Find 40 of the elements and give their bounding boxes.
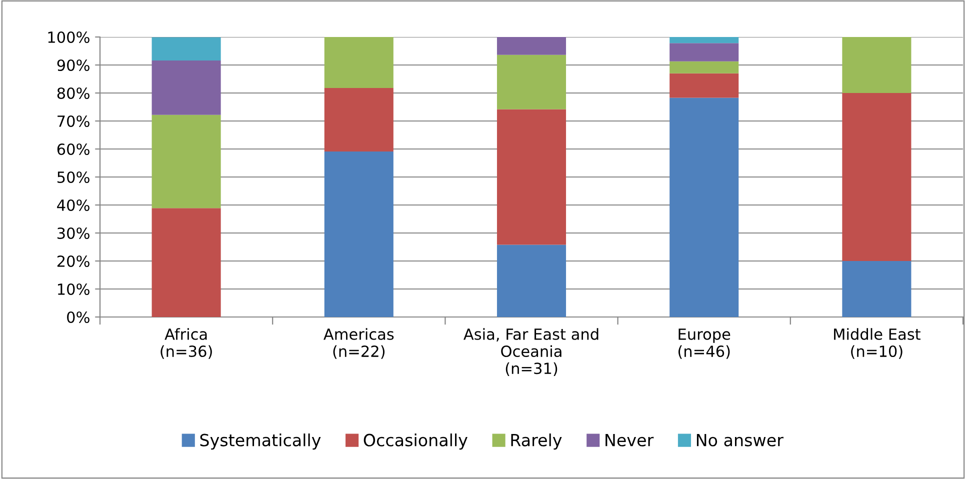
x-tick-label: Africa (n=36)	[160, 328, 212, 359]
bar	[670, 37, 739, 44]
bar	[324, 88, 394, 152]
bar	[152, 60, 221, 115]
bar	[670, 98, 739, 317]
y-tick-label: 70%	[58, 115, 90, 128]
y-tick-label: 30%	[57, 227, 90, 240]
x-tick-label: Americas (n=22)	[324, 328, 394, 359]
bar	[496, 244, 566, 317]
y-tick-label: 80%	[57, 87, 90, 100]
y-tick-label: 50%	[58, 171, 90, 184]
bar	[152, 37, 221, 61]
bar	[842, 261, 912, 317]
y-tick-label: 100%	[48, 31, 90, 44]
bar	[670, 61, 739, 74]
bar	[496, 109, 566, 245]
x-tick-label: Middle East (n=10)	[834, 328, 920, 359]
y-tick-label: 60%	[57, 143, 90, 156]
legend-label: Systematically	[200, 434, 321, 450]
bar	[152, 114, 221, 208]
bar	[670, 43, 739, 62]
bar	[842, 37, 912, 93]
bar	[324, 152, 394, 317]
bar	[670, 73, 739, 98]
x-tick-label: Asia, Far East and Oceania (n=31)	[464, 328, 598, 376]
legend-label: No answer	[696, 434, 784, 446]
y-tick-label: 0%	[67, 311, 90, 324]
bar	[842, 93, 912, 261]
bar	[496, 37, 566, 55]
legend-label: Rarely	[511, 434, 562, 450]
bar	[152, 208, 221, 317]
y-tick-label: 40%	[57, 199, 90, 212]
legend-label: Occasionally	[364, 434, 468, 450]
y-tick-label: 20%	[57, 255, 90, 268]
legend-label: Never	[606, 434, 654, 446]
y-tick-label: 90%	[57, 59, 90, 72]
x-tick-label: Europe (n=46)	[678, 328, 730, 359]
bar	[496, 54, 566, 110]
y-tick-label: 10%	[58, 283, 90, 296]
bar	[324, 37, 394, 88]
